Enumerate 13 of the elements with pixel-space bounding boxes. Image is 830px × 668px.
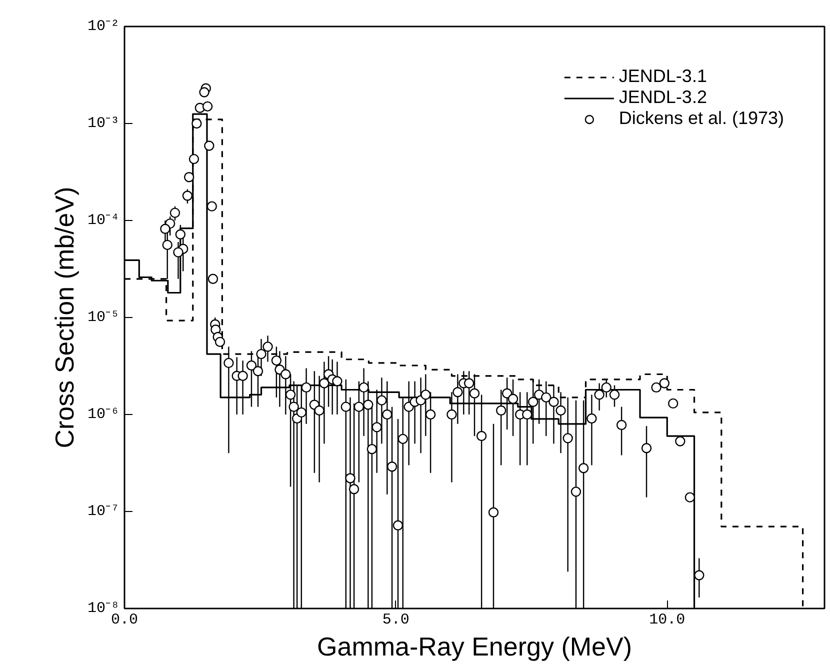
y-tick-label: 10⁻³ — [87, 115, 120, 132]
y-tick-label: 10⁻⁵ — [87, 309, 120, 326]
x-axis-title: Gamma-Ray Energy (MeV) — [317, 632, 632, 662]
y-tick-label: 10⁻⁷ — [87, 503, 120, 520]
x-tick-label: 10.0 — [649, 612, 686, 628]
y-tick-label: 10⁻² — [87, 18, 120, 35]
y-tick-label: 10⁻⁶ — [87, 406, 120, 423]
y-axis-title: Cross Section (mb/eV) — [49, 186, 80, 448]
legend-label: JENDL-3.1 — [618, 66, 707, 87]
y-tick-label: 10⁻⁴ — [87, 212, 120, 229]
legend-label: Dickens et al. (1973) — [618, 108, 784, 129]
legend-label: JENDL-3.2 — [618, 87, 707, 108]
x-tick-label: 5.0 — [382, 612, 410, 628]
